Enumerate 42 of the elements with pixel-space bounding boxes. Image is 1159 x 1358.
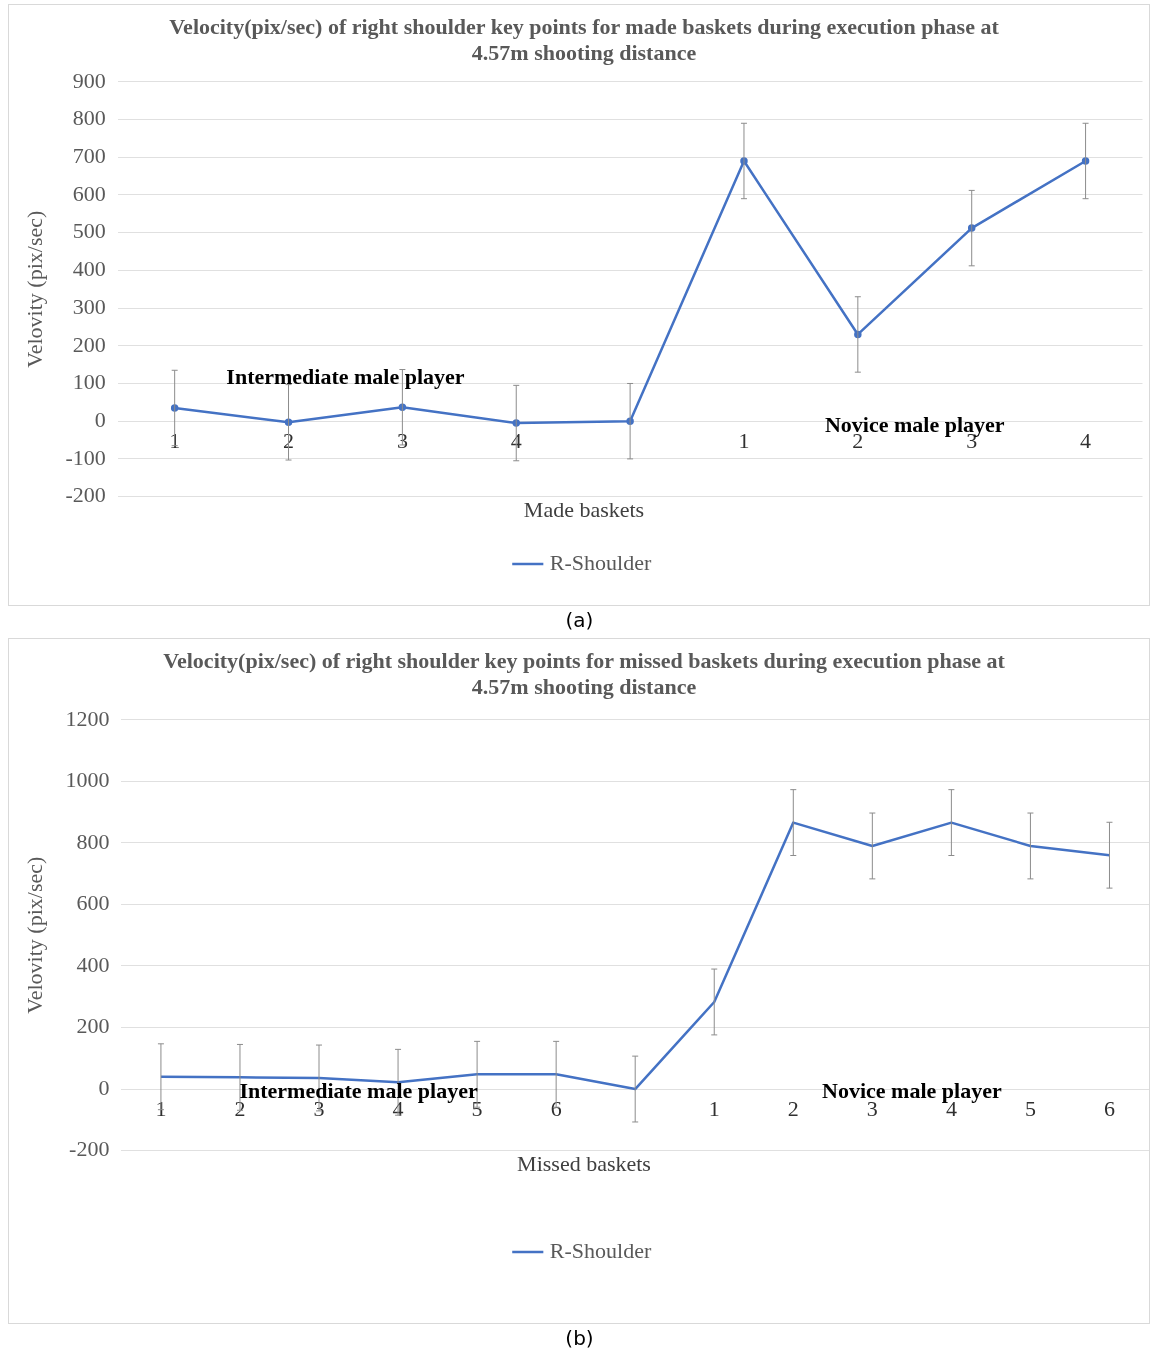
y-tick-label: -200 bbox=[69, 1136, 110, 1162]
x-axis-title: Made baskets bbox=[523, 497, 645, 523]
legend-label: R-Shoulder bbox=[549, 549, 652, 575]
x-tick-label: 4 bbox=[510, 428, 522, 454]
y-tick-label: 600 bbox=[72, 180, 106, 206]
legend-label: R-Shoulder bbox=[549, 1237, 652, 1263]
x-axis-title: Missed baskets bbox=[517, 1151, 651, 1177]
text: (b) bbox=[564, 1325, 595, 1352]
y-tick-label: 300 bbox=[72, 293, 106, 319]
x-tick-label: 2 bbox=[787, 1096, 799, 1122]
annotation: Intermediate male player bbox=[239, 1077, 478, 1103]
y-tick-label: 100 bbox=[72, 369, 106, 395]
y-tick-label: 500 bbox=[72, 218, 106, 244]
y-tick-label: 1200 bbox=[65, 705, 110, 731]
x-tick-label: 1 bbox=[708, 1096, 720, 1122]
y-tick-label: 200 bbox=[76, 1013, 110, 1039]
chart-title: Velocity(pix/sec) of right shoulder key points for missed baskets during execution phase at 4.57m shooting distance bbox=[163, 647, 1006, 700]
x-tick-label: 1 bbox=[169, 428, 181, 454]
y-tick-label: 900 bbox=[72, 67, 106, 93]
x-tick-label: 1 bbox=[738, 428, 750, 454]
y-tick-label: 200 bbox=[72, 331, 106, 357]
y-tick-label: 600 bbox=[76, 890, 110, 916]
chart-title: Velocity(pix/sec) of right shoulder key points for made baskets during execution phase at 4.57m shooting distance bbox=[169, 13, 1000, 66]
y-tick-label: 400 bbox=[72, 256, 106, 282]
y-tick-label: 800 bbox=[76, 828, 110, 854]
x-tick-label: 6 bbox=[550, 1096, 562, 1122]
annotation: Intermediate male player bbox=[226, 363, 465, 389]
y-tick-label: -200 bbox=[65, 482, 106, 508]
text: (a) bbox=[564, 607, 595, 634]
y-tick-label: 0 bbox=[98, 1074, 110, 1100]
y-tick-label: 400 bbox=[76, 951, 110, 977]
y-tick-label: -100 bbox=[65, 444, 106, 470]
y-tick-label: 0 bbox=[94, 406, 106, 432]
y-axis-title: Velovity (pix/sec) bbox=[21, 856, 47, 1014]
y-tick-label: 700 bbox=[72, 143, 106, 168]
x-tick-label: 4 bbox=[1080, 428, 1092, 454]
x-tick-label: 5 bbox=[1024, 1096, 1036, 1122]
y-axis-title: Velovity (pix/sec) bbox=[21, 210, 47, 368]
x-tick-label: 3 bbox=[396, 428, 408, 454]
y-tick-label: 800 bbox=[72, 105, 106, 131]
y-tick-label: 1000 bbox=[65, 767, 110, 793]
x-tick-label: 6 bbox=[1103, 1096, 1115, 1122]
